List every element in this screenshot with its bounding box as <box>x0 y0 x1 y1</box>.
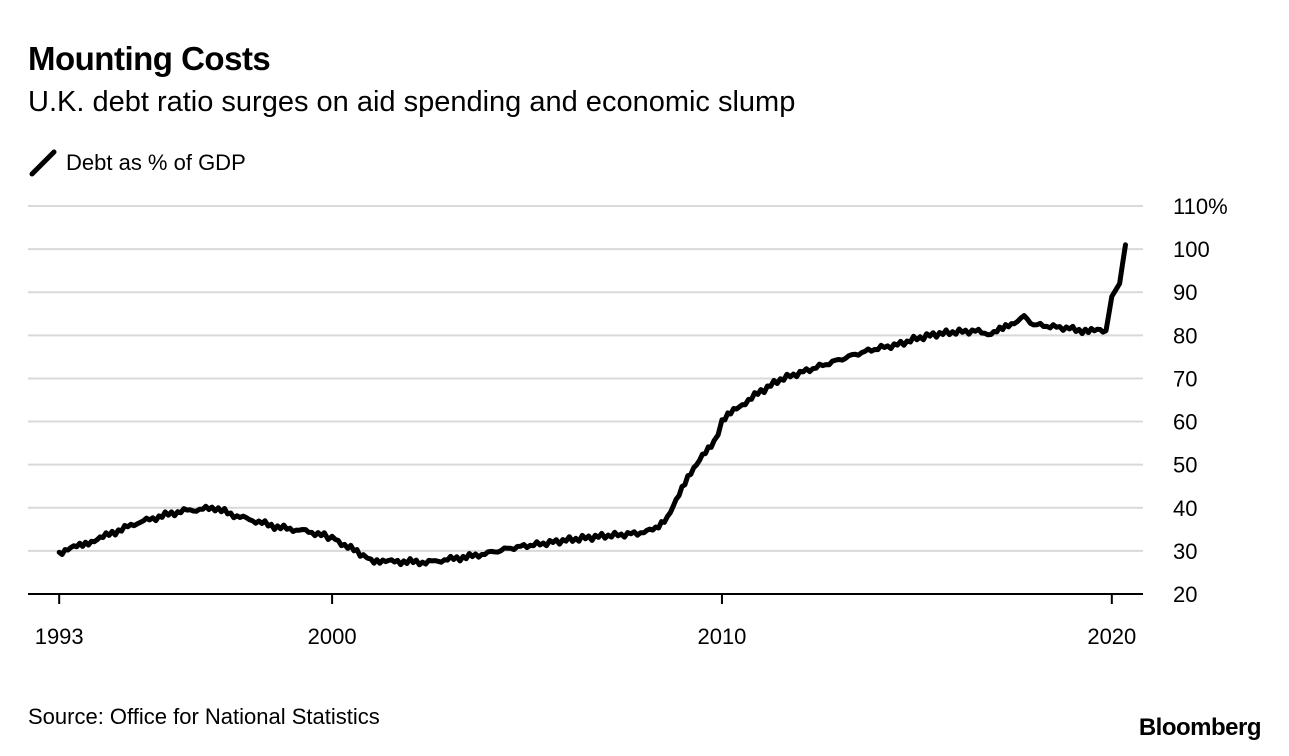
chart-subtitle: U.K. debt ratio surges on aid spending a… <box>28 86 796 118</box>
x-tick-label-2000: 2000 <box>308 624 357 649</box>
series-layer <box>56 242 1128 568</box>
bloomberg-logo: Bloomberg <box>1138 714 1262 741</box>
x-tick-label-2020: 2020 <box>1087 624 1136 649</box>
x-tick-label-2010: 2010 <box>697 624 746 649</box>
y-tick-label-40: 40 <box>1173 496 1197 521</box>
gridlines <box>28 205 1143 552</box>
chart-title: Mounting Costs <box>28 40 271 77</box>
legend-label: Debt as % of GDP <box>66 150 246 175</box>
y-tick-label-30: 30 <box>1173 539 1197 564</box>
series-line-debt-gdp <box>56 242 1128 568</box>
y-axis-ticks: 20 30 40 50 60 70 80 90 100 110% <box>1173 194 1228 607</box>
y-tick-label-60: 60 <box>1173 410 1197 435</box>
x-tick-label-1993: 1993 <box>35 624 84 649</box>
legend: Debt as % of GDP <box>28 148 246 178</box>
y-tick-label-20: 20 <box>1173 582 1197 607</box>
y-tick-label-90: 90 <box>1173 280 1197 305</box>
y-tick-label-50: 50 <box>1173 453 1197 478</box>
y-tick-label-110: 110% <box>1173 194 1228 219</box>
y-tick-label-100: 100 <box>1173 237 1210 262</box>
x-axis: 1993 2000 2010 2020 <box>28 593 1143 649</box>
legend-line-icon <box>29 149 57 177</box>
y-tick-label-80: 80 <box>1173 323 1197 348</box>
source-note: Source: Office for National Statistics <box>28 704 380 729</box>
y-tick-label-70: 70 <box>1173 366 1197 391</box>
